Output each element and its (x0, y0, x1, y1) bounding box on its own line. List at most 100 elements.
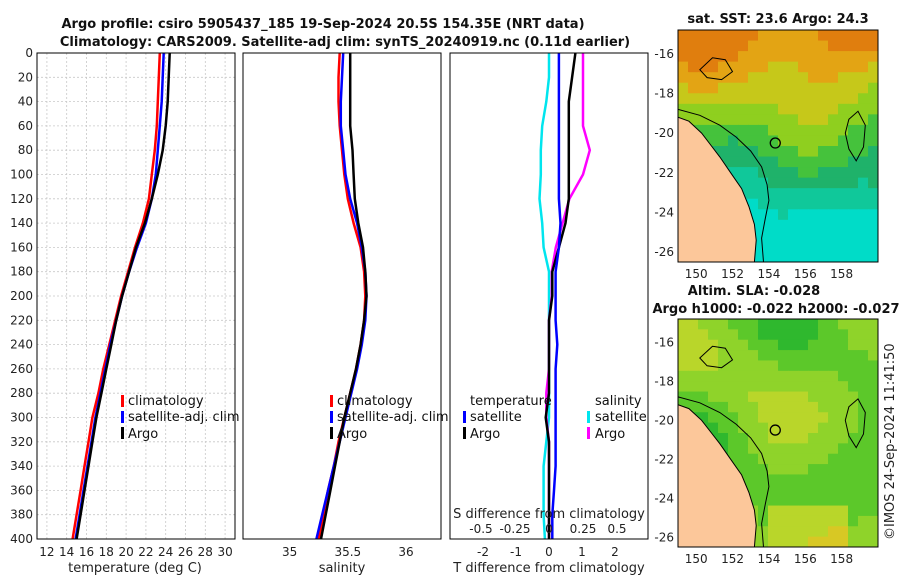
sst-cell (858, 251, 869, 262)
sla-cell (778, 495, 789, 507)
sla-cell (678, 319, 689, 330)
sla-cell (798, 401, 809, 413)
sst-cell (788, 219, 799, 231)
sla-cell (728, 339, 739, 351)
sla-cell (718, 381, 729, 393)
sla-cell (728, 370, 739, 382)
sst-cell (798, 219, 809, 231)
sla-cell (818, 505, 829, 517)
sla-float-marker (769, 424, 781, 436)
t-difference-tick-label: 0 (545, 545, 553, 559)
sla-cell (748, 495, 759, 507)
difference-panel: -2 -1 0 1 2 -0.5 -0.25 0 0.25 0.5 S difference f… (449, 52, 649, 576)
sla-cell (828, 339, 839, 351)
sla-cell (778, 360, 789, 372)
sst-cell (798, 230, 809, 242)
sla-cell (858, 495, 869, 507)
sst-cell (818, 156, 829, 168)
sst-cell (778, 156, 789, 168)
sla-cell (708, 422, 719, 434)
sst-cell (858, 93, 869, 105)
sst-cell (788, 30, 799, 42)
sla-cell (858, 536, 869, 547)
sst-cell (748, 209, 759, 221)
sla-cell (708, 370, 719, 382)
sst-cell (868, 146, 878, 158)
sla-cell (678, 370, 689, 382)
sst-cell (828, 188, 839, 200)
sla-cell (788, 412, 799, 424)
sst-cell (698, 82, 709, 94)
sst-lat-tick-label: -16 (654, 47, 674, 61)
sla-cell (768, 526, 779, 538)
sst-cell (838, 198, 849, 210)
sst-cell (788, 40, 799, 52)
sla-cell (708, 329, 719, 341)
sst-cell (758, 188, 769, 200)
sla-cell (858, 391, 869, 403)
sla-cell (708, 401, 719, 413)
sst-cell (768, 40, 779, 52)
sla-cell (778, 370, 789, 382)
sst-cell (868, 167, 878, 179)
sla-cell (788, 360, 799, 372)
sla-cell (768, 350, 779, 362)
sla-cell (848, 443, 859, 455)
t-difference-xlabel: T difference from climatology (452, 561, 645, 576)
sla-cell (768, 360, 779, 372)
sla-cell (738, 401, 749, 413)
sla-cell (858, 453, 869, 465)
sla-cell (818, 433, 829, 444)
sla-cell (818, 515, 829, 527)
sst-cell (848, 30, 859, 42)
sst-cell (788, 209, 799, 221)
sla-cell (828, 360, 839, 372)
sla-cell (778, 484, 789, 496)
sla-lon-tick-labels: 150 152 154 156 158 (685, 552, 853, 566)
temperature-lines (71, 52, 171, 540)
sst-cell (838, 177, 849, 189)
sst-cell (748, 156, 759, 168)
sst-cell (778, 124, 789, 137)
sla-cell (728, 319, 739, 330)
series-line-argo (319, 53, 368, 540)
sla-cell (788, 526, 799, 538)
salinity-tick-label: 35 (282, 545, 297, 559)
s-difference-tick-label: 0.5 (607, 522, 626, 536)
sla-cell (808, 339, 819, 351)
sst-cell (768, 51, 779, 63)
sst-cell (808, 124, 819, 137)
sst-cell (678, 51, 689, 63)
sst-cell (778, 30, 789, 42)
sst-cell (868, 251, 878, 262)
sla-cell (828, 464, 839, 476)
sst-cell (818, 93, 829, 105)
sst-cell (828, 30, 839, 42)
sst-cell (728, 146, 739, 158)
sla-cell (798, 381, 809, 393)
sst-cell (758, 30, 769, 42)
sst-cell (868, 114, 878, 126)
sst-cell (688, 61, 699, 73)
sla-cell (848, 474, 859, 486)
series-line-satellite-adj-clim (315, 52, 368, 540)
sla-cell (808, 412, 819, 424)
sla-cell (778, 412, 789, 424)
sst-cell (748, 93, 759, 105)
sla-cell (858, 484, 869, 496)
sla-cell (848, 350, 859, 362)
sla-cell (838, 484, 849, 496)
sla-map-title: Altim. SLA: -0.028 (688, 284, 820, 299)
sla-cell (868, 350, 878, 362)
sst-cell (838, 146, 849, 158)
sla-cell (768, 433, 779, 444)
sla-cell (718, 433, 729, 444)
sst-cell (858, 177, 869, 189)
sla-cell (808, 484, 819, 496)
sst-cell (858, 209, 869, 221)
sst-cell (808, 72, 819, 84)
sla-cell (868, 443, 878, 455)
sla-cell (798, 412, 809, 424)
sst-cell (698, 124, 709, 137)
sst-cell (748, 167, 759, 179)
